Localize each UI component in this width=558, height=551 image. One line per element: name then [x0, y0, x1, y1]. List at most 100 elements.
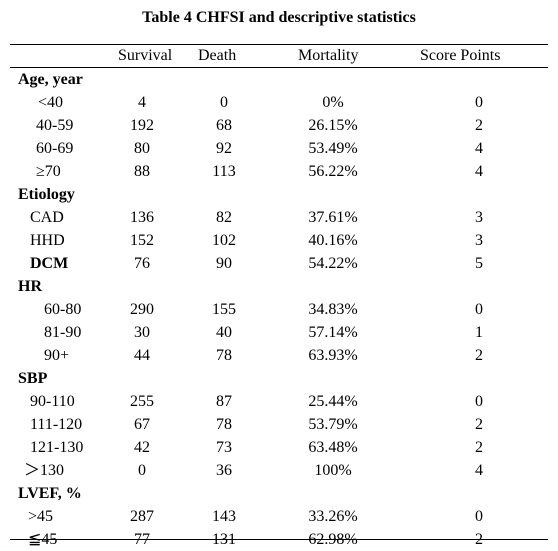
- mortality-cell: 0%: [322, 94, 344, 111]
- mortality-cell: 63.48%: [308, 439, 358, 456]
- row-label: 111-120: [30, 416, 83, 433]
- table-title: Table 4 CHFSI and descriptive statistics: [142, 9, 416, 26]
- table-row: 121-130 42 73 63.48% 2: [0, 436, 558, 459]
- mortality-cell: 57.14%: [308, 324, 358, 341]
- death-cell: 78: [216, 347, 232, 364]
- death-cell: 143: [212, 508, 236, 525]
- row-label: HHD: [30, 232, 65, 249]
- top-rule: [10, 44, 548, 45]
- death-cell: 87: [216, 393, 232, 410]
- death-cell: 68: [216, 117, 232, 134]
- mortality-cell: 33.26%: [308, 508, 358, 525]
- survival-cell: 152: [130, 232, 154, 249]
- table-row: 90-110 255 87 25.44% 0: [0, 390, 558, 413]
- survival-cell: 76: [134, 255, 150, 272]
- mortality-cell: 37.61%: [308, 209, 358, 226]
- survival-cell: 80: [134, 140, 150, 157]
- section-label: HR: [18, 278, 42, 295]
- death-cell: 102: [212, 232, 236, 249]
- death-cell: 155: [212, 301, 236, 318]
- section-label: Etiology: [18, 186, 75, 203]
- table-row: 40-59 192 68 26.15% 2: [0, 114, 558, 137]
- score-points-cell: 4: [475, 140, 483, 157]
- section-header-row: HR: [0, 275, 558, 298]
- mortality-cell: 53.49%: [308, 140, 358, 157]
- score-points-cell: 0: [475, 301, 483, 318]
- header-score-points: Score Points: [420, 47, 501, 64]
- row-label: 90-110: [30, 393, 75, 410]
- mortality-cell: 56.22%: [308, 163, 358, 180]
- score-points-cell: 4: [475, 163, 483, 180]
- survival-cell: 88: [134, 163, 150, 180]
- mortality-cell: 54.22%: [308, 255, 358, 272]
- death-cell: 40: [216, 324, 232, 341]
- row-label: ≥70: [36, 163, 61, 180]
- table-row: ＞130 0 36 100% 4: [0, 459, 558, 482]
- death-cell: 78: [216, 416, 232, 433]
- survival-cell: 0: [138, 462, 146, 479]
- table-row: DCM 76 90 54.22% 5: [0, 252, 558, 275]
- table-row: 60-69 80 92 53.49% 4: [0, 137, 558, 160]
- death-cell: 92: [216, 140, 232, 157]
- survival-cell: 67: [134, 416, 150, 433]
- survival-cell: 255: [130, 393, 154, 410]
- row-label: 90+: [44, 347, 70, 364]
- survival-cell: 30: [134, 324, 150, 341]
- row-label: 40-59: [36, 117, 74, 134]
- mortality-cell: 34.83%: [308, 301, 358, 318]
- section-label: SBP: [18, 370, 48, 387]
- table-row: 60-80 290 155 34.83% 0: [0, 298, 558, 321]
- mortality-cell: 26.15%: [308, 117, 358, 134]
- table-row: ≥70 88 113 56.22% 4: [0, 160, 558, 183]
- death-cell: 0: [220, 94, 228, 111]
- table-row: HHD 152 102 40.16% 3: [0, 229, 558, 252]
- score-points-cell: 0: [475, 393, 483, 410]
- table-row: 111-120 67 78 53.79% 2: [0, 413, 558, 436]
- row-label: 121-130: [30, 439, 84, 456]
- header-mortality: Mortality: [298, 47, 359, 64]
- mortality-cell: 53.79%: [308, 416, 358, 433]
- mortality-cell: 100%: [314, 462, 352, 479]
- table-body: Age, year <40 4 0 0% 0 40-59 192 68 26.15% 2 60-69 8…: [0, 68, 558, 551]
- score-points-cell: 2: [475, 439, 483, 456]
- table-row: CAD 136 82 37.61% 3: [0, 206, 558, 229]
- row-label: 60-69: [36, 140, 74, 157]
- section-label: Age, year: [18, 71, 83, 88]
- table-row: >45 287 143 33.26% 0: [0, 505, 558, 528]
- row-label: ＞130: [24, 462, 65, 479]
- section-header-row: SBP: [0, 367, 558, 390]
- row-label: 60-80: [44, 301, 82, 318]
- row-label: >45: [28, 508, 54, 525]
- survival-cell: 290: [130, 301, 154, 318]
- survival-cell: 287: [130, 508, 154, 525]
- mortality-cell: 40.16%: [308, 232, 358, 249]
- section-header-row: Etiology: [0, 183, 558, 206]
- mortality-cell: 25.44%: [308, 393, 358, 410]
- survival-cell: 136: [130, 209, 154, 226]
- header-death: Death: [198, 47, 237, 64]
- score-points-cell: 5: [475, 255, 483, 272]
- section-header-row: LVEF, %: [0, 482, 558, 505]
- score-points-cell: 3: [475, 232, 483, 249]
- score-points-cell: 0: [475, 94, 483, 111]
- row-label: DCM: [30, 255, 69, 272]
- score-points-cell: 1: [475, 324, 483, 341]
- header-survival: Survival: [118, 47, 173, 64]
- row-label: <40: [38, 94, 64, 111]
- death-cell: 90: [216, 255, 232, 272]
- score-points-cell: 2: [475, 347, 483, 364]
- survival-cell: 42: [134, 439, 150, 456]
- bottom-rule: [10, 539, 548, 540]
- row-label: 81-90: [44, 324, 82, 341]
- score-points-cell: 2: [475, 117, 483, 134]
- death-cell: 73: [216, 439, 232, 456]
- table-header-row: Survival Death Mortality Score Points: [0, 45, 558, 67]
- section-label: LVEF, %: [18, 485, 82, 502]
- death-cell: 113: [212, 163, 236, 180]
- table-row: 90+ 44 78 63.93% 2: [0, 344, 558, 367]
- header-rule: [10, 67, 548, 68]
- survival-cell: 44: [134, 347, 150, 364]
- death-cell: 82: [216, 209, 232, 226]
- table-row: 81-90 30 40 57.14% 1: [0, 321, 558, 344]
